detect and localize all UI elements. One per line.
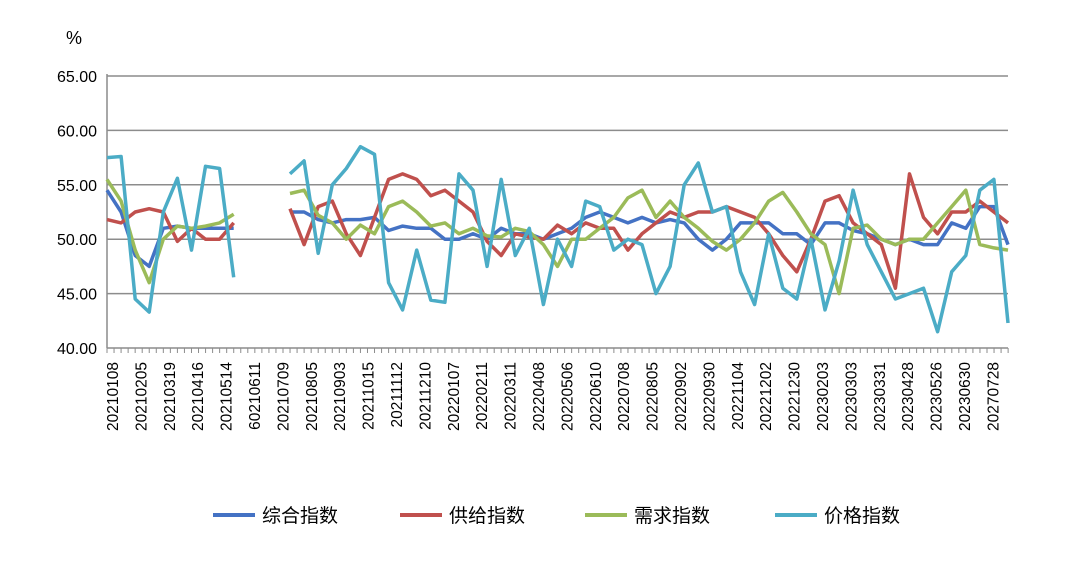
- legend-item-2: 需求指数: [585, 505, 710, 527]
- x-tick-label: 20221104: [730, 362, 747, 430]
- gridlines: [107, 75, 1008, 295]
- x-tick-label: 20220610: [588, 362, 605, 431]
- x-tick-label: 20220408: [531, 362, 548, 431]
- x-tick-label: 20230303: [843, 362, 860, 431]
- x-tick-label: 20210709: [275, 362, 292, 431]
- legend-label: 综合指数: [262, 505, 338, 527]
- x-tick-label: 20211112: [389, 362, 406, 428]
- x-tick-label: 20210903: [332, 362, 349, 431]
- x-tick-labels: 20210108 20210205 20210319 20210416 20210514…: [105, 362, 1002, 431]
- series-lines: [105, 144, 1010, 334]
- legend-label: 供给指数: [449, 505, 525, 527]
- x-tick-label: 20211015: [361, 362, 378, 430]
- x-tick-label: 20210108: [105, 362, 122, 431]
- y-tick-label: 60.00: [57, 123, 97, 140]
- x-tick-label: 20210205: [133, 362, 150, 431]
- x-tick-label: 20230526: [929, 362, 946, 431]
- x-tick-label: 20220211: [474, 362, 491, 430]
- x-tick-label: 20230428: [900, 362, 917, 431]
- x-tick-label: 20220708: [616, 362, 633, 431]
- x-tick-label: 20211210: [417, 362, 434, 430]
- y-tick-label: 50.00: [57, 232, 97, 249]
- x-tick-label: 20270728: [985, 362, 1002, 431]
- x-tick-label: 60210611: [247, 362, 264, 430]
- y-tick-labels: 40.00 45.00 50.00 55.00 60.00 65.00: [57, 69, 97, 358]
- x-tick-label: 20221202: [758, 362, 775, 431]
- series-line-3: [106, 144, 1010, 334]
- legend-label: 需求指数: [634, 505, 710, 527]
- x-tick-label: 20220506: [559, 362, 576, 431]
- x-tick-label: 20210514: [219, 362, 236, 431]
- x-tick-label: 20230203: [815, 362, 832, 431]
- y-tick-label: 40.00: [57, 341, 97, 358]
- x-tick-label: 20210319: [162, 362, 179, 431]
- legend-item-1: 供给指数: [400, 505, 525, 527]
- x-tick-label: 20210805: [304, 362, 321, 431]
- x-tick-label: 20220805: [645, 362, 662, 431]
- legend-item-0: 综合指数: [213, 505, 338, 527]
- legend: 综合指数 供给指数 需求指数 价格指数: [213, 505, 900, 527]
- x-axis: [106, 74, 1009, 353]
- x-tick-label: 20220107: [446, 362, 463, 431]
- x-tick-label: 20220902: [673, 362, 690, 431]
- y-tick-label: 45.00: [57, 287, 97, 304]
- x-tick-label: 20210416: [190, 362, 207, 431]
- legend-label: 价格指数: [824, 505, 900, 527]
- y-axis-unit-label: %: [66, 28, 82, 48]
- y-tick-label: 65.00: [57, 69, 97, 86]
- legend-item-3: 价格指数: [775, 505, 900, 527]
- y-tick-label: 55.00: [57, 178, 97, 195]
- x-tick-label: 20230331: [872, 362, 889, 431]
- x-tick-label: 20230630: [957, 362, 974, 431]
- x-tick-label: 20220930: [701, 362, 718, 431]
- x-tick-label: 20221230: [787, 362, 804, 431]
- x-tick-label: 20220311: [503, 362, 520, 430]
